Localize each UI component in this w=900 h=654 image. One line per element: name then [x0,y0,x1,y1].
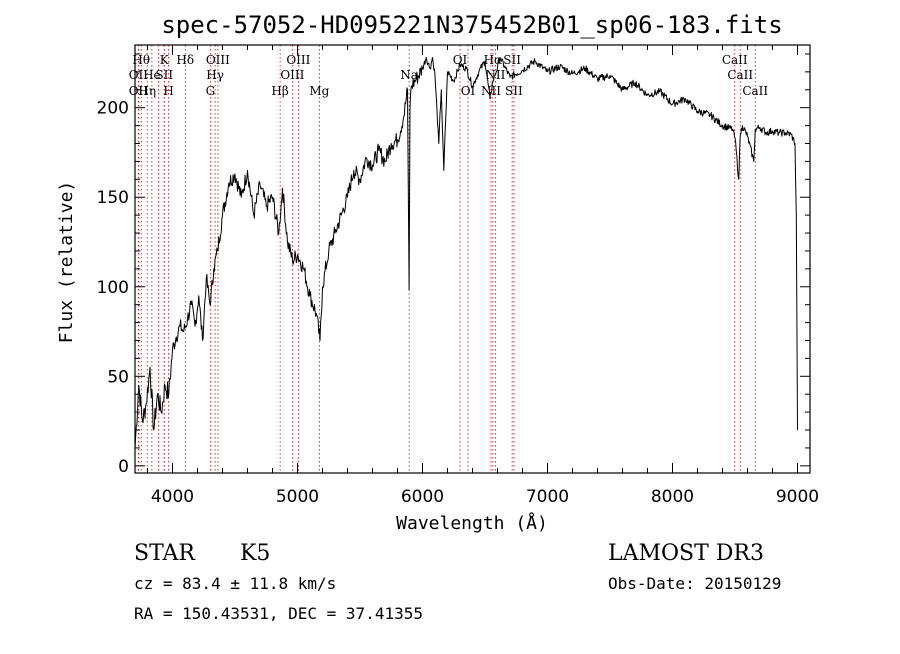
line-marker-label-17: Na [400,68,418,82]
line-marker-label-0: Hθ [132,53,150,67]
line-marker-label-26: CaII [727,68,753,82]
line-marker-labels: HθOIIOIIHηHeKSIIHHδGHγOIIIHβOIIIOIIIMgNa… [129,53,769,98]
x-axis-label: Wavelength (Å) [396,512,548,534]
survey-name: LAMOST DR3 [608,541,764,566]
y-tick-label-0: 0 [118,457,129,477]
redshift-text: cz = 83.4 ± 11.8 km/s [134,574,336,593]
line-marker-label-23: SII [503,53,521,67]
line-marker-label-2: OII [129,84,149,98]
line-marker-label-11: Hγ [206,68,224,82]
line-marker-label-27: CaII [742,84,768,98]
x-tick-label-4: 8000 [651,487,694,507]
line-marker-label-7: SII [155,68,173,82]
y-tick-label-2: 100 [97,278,129,298]
plot-frame [134,44,811,474]
line-marker-label-1: OII [129,68,149,82]
x-tick-label-3: 7000 [526,487,569,507]
line-marker-label-12: OIII [206,53,230,67]
y-tick-label-1: 50 [107,367,129,387]
spectral-subclass: K5 [240,541,270,566]
line-marker-label-14: OIII [280,68,304,82]
line-marker-label-18: OI [453,53,468,67]
line-marker-label-9: Hδ [176,53,194,67]
line-markers [137,45,756,473]
line-marker-label-4: He [143,68,161,82]
y-axis-label: Flux (relative) [56,181,77,344]
line-marker-label-13: Hβ [271,84,288,98]
line-marker-label-8: H [163,84,173,98]
chart-title: spec-57052-HD095221N375452B01_sp06-183.f… [161,11,782,39]
y-tick-label-3: 150 [97,188,129,208]
line-marker-label-3: Hη [138,84,156,98]
line-marker-label-6: K [160,53,170,67]
x-tick-label-2: 6000 [401,487,444,507]
coordinates-text: RA = 150.43531, DEC = 37.41355 [134,604,423,623]
x-tick-label-1: 5000 [276,487,319,507]
x-tick-label-0: 4000 [151,487,194,507]
object-type: STAR [134,541,196,566]
line-marker-label-10: G [206,84,216,98]
line-marker-label-25: CaII [722,53,748,67]
y-tick-label-4: 200 [97,99,129,119]
observation-date: Obs-Date: 20150129 [608,574,781,593]
spectrum-line [134,57,798,448]
line-marker-label-16: Mg [309,84,329,98]
x-axis-ticks: 4000 5000 6000 7000 8000 9000 [147,45,819,507]
y-axis-ticks: 0 50 100 150 200 [97,53,810,477]
line-marker-label-24: SII [505,84,523,98]
line-marker-label-15: OIII [286,53,310,67]
x-tick-label-5: 9000 [776,487,819,507]
